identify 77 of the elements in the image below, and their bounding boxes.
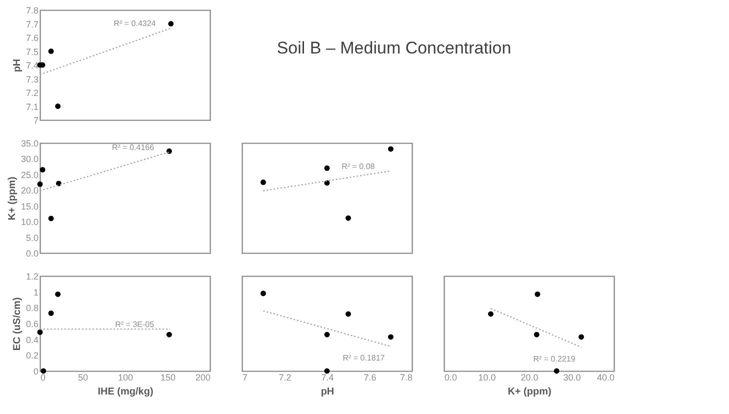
point: [260, 290, 266, 296]
y-tick-label: 7.8: [26, 6, 38, 16]
annotation: R² = 0.2219: [533, 354, 576, 364]
y-tick-label: 7.4: [26, 60, 38, 70]
point: [48, 216, 54, 222]
y-tick-label: 0.0: [26, 248, 38, 258]
point: [260, 180, 266, 186]
y-tick-label: 15.0: [20, 201, 38, 212]
x-tick-label: 200: [195, 372, 210, 382]
annotation: R² = 3E-05: [115, 320, 155, 330]
point: [578, 334, 584, 340]
y-tick-label: 7.7: [26, 19, 38, 30]
x-tick-label: 7.8: [400, 372, 412, 382]
x-tick-label: 30.0: [563, 372, 581, 382]
x-tick-label: 150: [160, 372, 176, 382]
point: [346, 311, 351, 317]
text: Soil B – Medium Concentration: [276, 38, 512, 58]
x-axis-title: IHE (mg/kg): [98, 386, 154, 398]
point: [346, 215, 351, 221]
y-axis-title: EC (uS/cm): [12, 297, 23, 351]
x-tick-label: 0: [40, 372, 46, 382]
x-tick-label: 7.4: [321, 372, 334, 382]
point: [166, 148, 172, 154]
point: [55, 104, 61, 109]
point: [324, 165, 330, 171]
y-tick-label: 5.0: [26, 232, 38, 243]
y-tick-label: 0.6: [26, 319, 38, 329]
point: [48, 310, 54, 316]
annotation: R² = 0.1817: [342, 353, 386, 362]
point: [534, 332, 540, 338]
x-tick-label: 10.0: [478, 372, 496, 382]
point: [554, 368, 560, 374]
point: [388, 334, 394, 340]
y-tick-label: 25.0: [20, 170, 38, 180]
point: [37, 181, 43, 187]
y-tick-label: 1.2: [26, 272, 38, 282]
x-tick-label: 20.0: [520, 372, 538, 382]
x-tick-label: 50: [78, 372, 88, 382]
x-tick-label: 7.6: [364, 372, 376, 382]
x-tick-label: 7: [242, 372, 248, 382]
point: [55, 291, 61, 297]
x-tick-label: 40.0: [596, 372, 614, 382]
annotation: R² = 0.4166: [112, 142, 155, 152]
y-tick-label: 10.0: [20, 217, 38, 228]
point: [388, 146, 394, 152]
y-tick-label: 35.0: [20, 138, 38, 148]
point: [324, 368, 330, 374]
y-tick-label: 7.5: [26, 46, 38, 57]
point: [37, 329, 43, 335]
point: [48, 48, 54, 54]
y-tick-label: 7.6: [26, 33, 38, 43]
y-tick-label: 30.0: [20, 154, 38, 164]
y-tick-label: 1: [33, 287, 38, 298]
x-tick-label: 0.0: [444, 372, 458, 382]
y-tick-label: 0.8: [26, 303, 38, 314]
point: [324, 332, 330, 338]
point: [40, 166, 46, 172]
y-tick-label: 7.2: [26, 88, 38, 98]
point: [488, 311, 494, 317]
y-tick-label: 7.1: [26, 102, 38, 112]
y-tick-label: 20.0: [20, 186, 38, 196]
x-axis-title: pH: [320, 386, 334, 398]
annotation: R² = 0.4324: [114, 18, 156, 28]
y-tick-label: 0.2: [26, 350, 38, 361]
x-tick-label: 100: [118, 372, 134, 382]
y-tick-label: 7.3: [26, 74, 38, 84]
point: [534, 291, 540, 297]
point: [40, 368, 46, 374]
annotation: R² = 0.08: [342, 162, 376, 171]
x-axis-title: K+ (ppm): [508, 386, 552, 398]
y-tick-label: 7: [33, 116, 38, 126]
y-tick-label: 0.4: [26, 334, 38, 345]
y-axis-title: pH: [12, 58, 23, 72]
point: [166, 332, 172, 338]
y-axis-title: K+ (ppm): [6, 176, 18, 220]
x-tick-label: 7.2: [278, 372, 292, 382]
point: [168, 21, 174, 26]
